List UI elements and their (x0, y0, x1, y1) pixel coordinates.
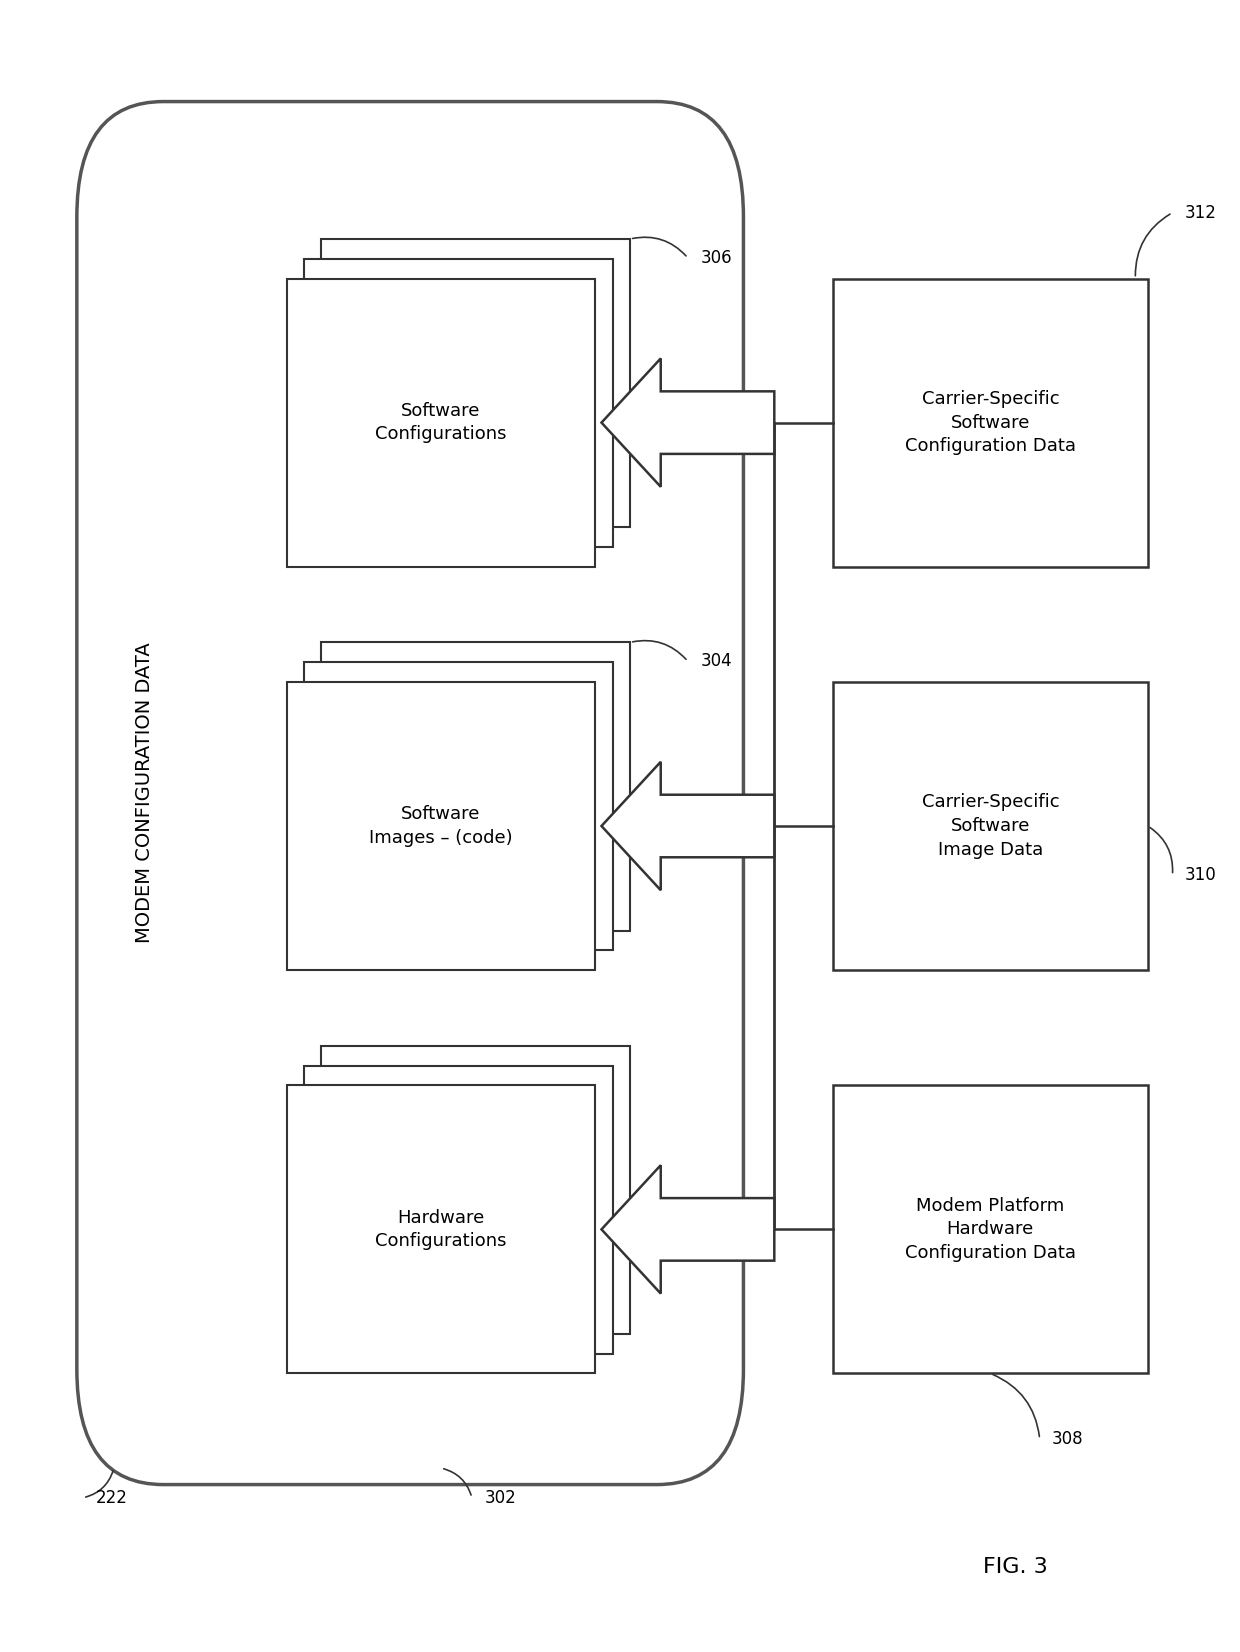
Text: Carrier-Specific
Software
Image Data: Carrier-Specific Software Image Data (921, 793, 1059, 859)
Text: Software
Configurations: Software Configurations (376, 401, 507, 443)
Text: 310: 310 (1184, 866, 1216, 884)
Bar (321, 1046, 630, 1333)
Bar (286, 682, 595, 970)
FancyBboxPatch shape (77, 101, 744, 1485)
Text: Modem Platform
Hardware
Configuration Data: Modem Platform Hardware Configuration Da… (905, 1196, 1076, 1262)
Text: Software
Images – (code): Software Images – (code) (370, 805, 513, 847)
Bar (321, 240, 630, 527)
Bar (833, 279, 1148, 567)
Bar (833, 682, 1148, 970)
Text: 308: 308 (1052, 1431, 1084, 1449)
Polygon shape (601, 358, 774, 487)
Text: 302: 302 (484, 1488, 516, 1507)
Bar (304, 1066, 613, 1353)
Text: MODEM CONFIGURATION DATA: MODEM CONFIGURATION DATA (135, 643, 154, 943)
Text: 306: 306 (701, 249, 732, 268)
Polygon shape (601, 1165, 774, 1294)
Bar (833, 1085, 1148, 1373)
Text: Carrier-Specific
Software
Configuration Data: Carrier-Specific Software Configuration … (905, 390, 1076, 456)
Bar (286, 279, 595, 567)
Bar (304, 259, 613, 547)
Text: FIG. 3: FIG. 3 (982, 1556, 1048, 1578)
Bar (304, 662, 613, 950)
Text: 312: 312 (1184, 203, 1216, 221)
Text: 304: 304 (701, 653, 732, 671)
Bar (286, 1085, 595, 1373)
Bar (321, 643, 630, 930)
Polygon shape (601, 762, 774, 890)
Text: Hardware
Configurations: Hardware Configurations (376, 1209, 507, 1251)
Text: 222: 222 (95, 1488, 128, 1507)
